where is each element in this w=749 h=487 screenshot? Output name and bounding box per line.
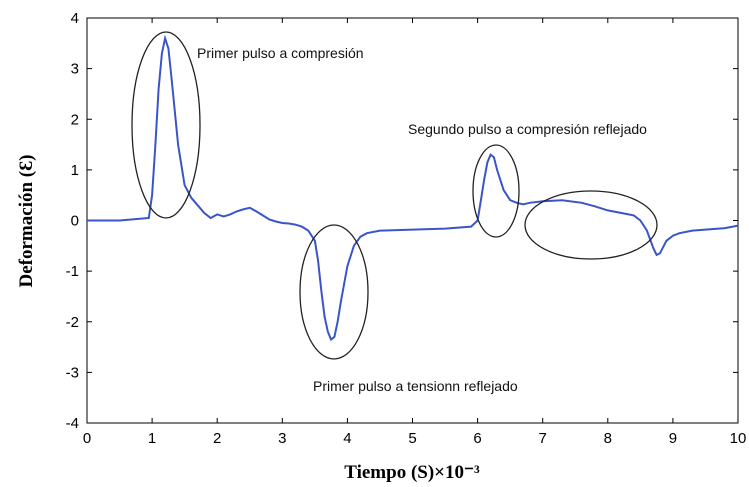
- x-tick-label: 1: [148, 430, 156, 447]
- x-axis-title: Tiempo (S)×10⁻³: [344, 462, 480, 483]
- ellipse-first-compression: [131, 31, 201, 219]
- axis-ticks: [86, 17, 739, 424]
- y-tick-label: -1: [66, 263, 79, 280]
- x-tick-label: 4: [343, 430, 351, 447]
- y-tick-label: 2: [71, 111, 79, 128]
- x-tick-label: 2: [213, 430, 221, 447]
- ellipse-tail-region: [524, 190, 658, 260]
- y-tick-labels: 4 3 2 1 0 -1 -2 -3 -4: [66, 10, 79, 432]
- annotation-first-compression: Primer pulso a compresión: [197, 45, 364, 61]
- y-axis-title: Deformación (Ɛ): [16, 155, 37, 288]
- y-tick-label: 4: [71, 10, 79, 27]
- x-tick-label: 5: [408, 430, 416, 447]
- x-tick-label: 9: [669, 430, 677, 447]
- y-tick-label: -4: [66, 415, 79, 432]
- annotation-first-tension: Primer pulso a tensionn reflejado: [313, 378, 518, 394]
- y-tick-label: -3: [66, 364, 79, 381]
- y-tick-label: 1: [71, 162, 79, 179]
- ellipse-second-compression: [472, 144, 520, 238]
- x-tick-label: 0: [83, 430, 91, 447]
- ellipse-first-tension: [299, 224, 369, 360]
- x-tick-label: 3: [278, 430, 286, 447]
- y-tick-label: 0: [71, 213, 79, 230]
- x-tick-label: 10: [730, 430, 747, 447]
- series-line: [87, 34, 739, 342]
- y-tick-label: -2: [66, 314, 79, 331]
- x-tick-label: 7: [539, 430, 547, 447]
- x-tick-label: 8: [604, 430, 612, 447]
- annotation-second-compression: Segundo pulso a compresión reflejado: [408, 121, 647, 137]
- y-tick-label: 3: [71, 61, 79, 78]
- x-tick-labels: 0 1 2 3 4 5 6 7 8 9 10: [83, 430, 747, 447]
- x-tick-label: 6: [473, 430, 481, 447]
